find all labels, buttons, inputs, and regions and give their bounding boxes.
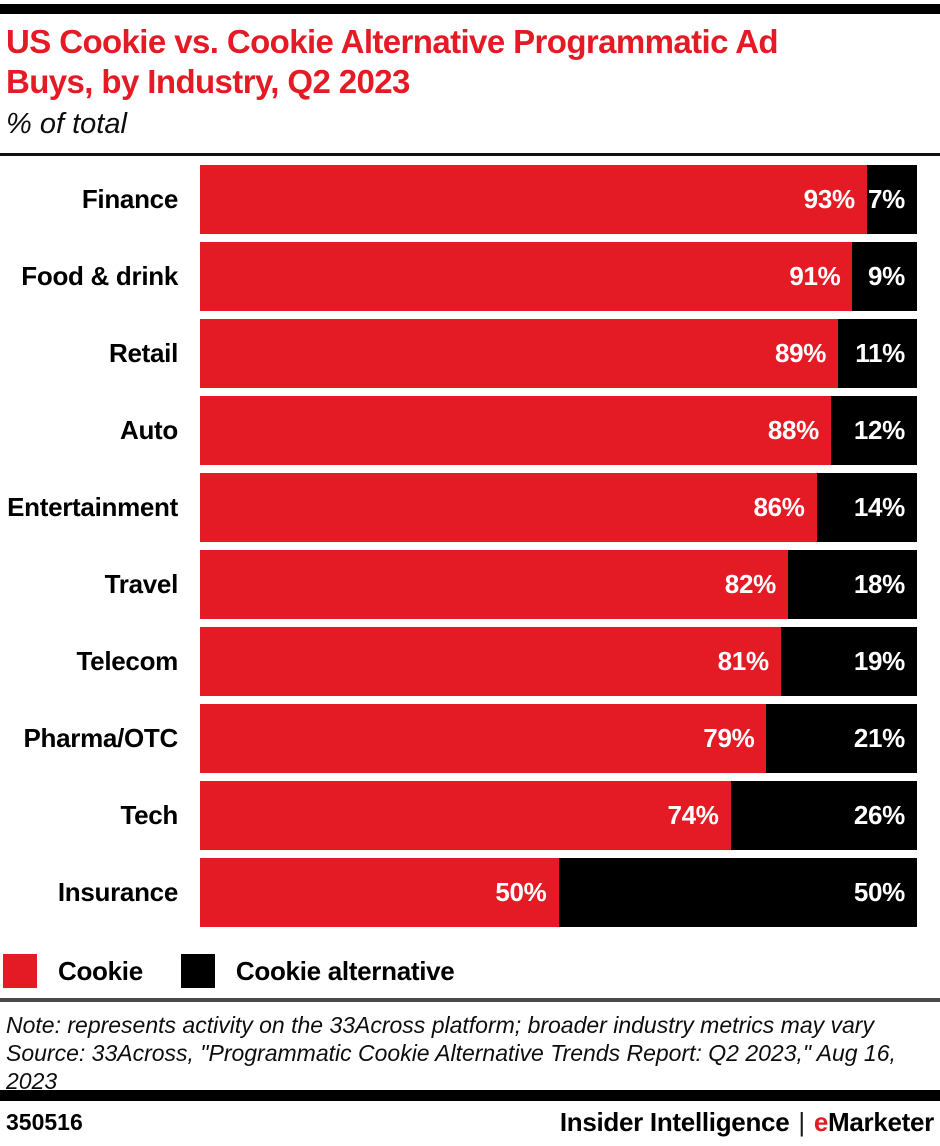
bar-segment-cookie: 79%	[200, 704, 767, 773]
value-label-cookie: 81%	[717, 646, 769, 676]
bar-row: Pharma/OTC 79% 21%	[0, 704, 917, 773]
bar-row: Entertainment 86% 14%	[0, 473, 917, 542]
bar-segment-alternative: 9%	[852, 242, 917, 311]
bar-segment-alternative: 12%	[830, 396, 917, 465]
bar-segment-cookie: 86%	[200, 473, 817, 542]
bar-segment-alternative: 50%	[558, 858, 917, 927]
brand-emarketer-e: e	[813, 1107, 828, 1137]
bar-row: Insurance 50% 50%	[0, 858, 917, 927]
value-label-cookie: 93%	[803, 184, 855, 214]
source-text: Source: 33Across, "Programmatic Cookie A…	[6, 1040, 896, 1094]
category-label: Telecom	[76, 646, 179, 676]
bar-segment-cookie: 89%	[200, 319, 839, 388]
value-label-cookie: 74%	[667, 800, 719, 830]
legend: Cookie Cookie alternative	[0, 954, 940, 988]
value-label-cookie: 82%	[724, 569, 776, 599]
bar-segment-alternative: 18%	[787, 550, 917, 619]
footer: 350516 Insider Intelligence | eMarketer	[0, 1090, 940, 1146]
note-text: Note: represents activity on the 33Acros…	[6, 1012, 874, 1038]
brand-insider-intelligence: Insider Intelligence	[559, 1107, 790, 1137]
value-label-cookie: 79%	[703, 723, 755, 753]
value-label-alternative: 7%	[868, 184, 905, 214]
legend-swatch-alternative	[180, 954, 215, 988]
bar-track: 79% 21%	[200, 704, 917, 773]
value-label-alternative: 14%	[853, 492, 905, 522]
category-label: Entertainment	[7, 492, 178, 522]
bar-segment-alternative: 26%	[730, 781, 917, 850]
chart-title: US Cookie vs. Cookie Alternative Program…	[6, 22, 932, 102]
bar-row: Retail 89% 11%	[0, 319, 917, 388]
bar-segment-alternative: 21%	[766, 704, 917, 773]
chart-title-line-2: Buys, by Industry, Q2 2023	[6, 63, 410, 100]
category-label: Tech	[120, 800, 178, 830]
chart-header: US Cookie vs. Cookie Alternative Program…	[0, 14, 940, 141]
bar-track: 91% 9%	[200, 242, 917, 311]
legend-label-alternative: Cookie alternative	[235, 955, 455, 986]
value-label-alternative: 12%	[853, 415, 905, 445]
bar-segment-alternative: 14%	[816, 473, 917, 542]
bar-track: 88% 12%	[200, 396, 917, 465]
bar-row: Tech 74% 26%	[0, 781, 917, 850]
legend-item-cookie: Cookie	[3, 954, 143, 988]
category-label: Food & drink	[21, 261, 178, 291]
bar-row: Telecom 81% 19%	[0, 627, 917, 696]
bar-segment-cookie: 88%	[200, 396, 831, 465]
category-label: Finance	[81, 184, 178, 214]
notes: Note: represents activity on the 33Acros…	[0, 1002, 940, 1095]
brand-separator: |	[798, 1107, 805, 1137]
bar-track: 93% 7%	[200, 165, 917, 234]
footer-row: 350516 Insider Intelligence | eMarketer	[0, 1101, 940, 1146]
value-label-alternative: 11%	[855, 338, 905, 368]
footer-accent-bar	[0, 1090, 940, 1101]
value-label-cookie: 88%	[767, 415, 819, 445]
bar-segment-cookie: 50%	[200, 858, 559, 927]
bar-segment-cookie: 82%	[200, 550, 788, 619]
category-label: Pharma/OTC	[23, 723, 179, 753]
chart-id: 350516	[6, 1109, 83, 1135]
value-label-alternative: 9%	[868, 261, 905, 291]
brand-emarketer-rest: Marketer	[828, 1107, 934, 1137]
brand-logo: Insider Intelligence | eMarketer	[560, 1107, 934, 1138]
value-label-alternative: 18%	[853, 569, 905, 599]
bar-row: Travel 82% 18%	[0, 550, 917, 619]
value-label-alternative: 19%	[853, 646, 905, 676]
bar-track: 89% 11%	[200, 319, 917, 388]
legend-item-alternative: Cookie alternative	[180, 954, 455, 988]
bar-segment-alternative: 7%	[866, 165, 917, 234]
bar-segment-cookie: 91%	[200, 242, 853, 311]
value-label-cookie: 89%	[774, 338, 827, 368]
legend-swatch-cookie	[3, 954, 37, 988]
bar-segment-alternative: 11%	[838, 319, 917, 388]
category-label: Auto	[120, 415, 178, 445]
header-divider	[0, 153, 940, 156]
value-label-cookie: 50%	[495, 877, 547, 907]
chart-subtitle: % of total	[6, 108, 127, 140]
bar-row: Finance 93% 7%	[0, 165, 917, 234]
value-label-alternative: 21%	[853, 723, 905, 753]
bar-segment-alternative: 19%	[780, 627, 917, 696]
category-label: Retail	[108, 338, 178, 368]
bar-row: Auto 88% 12%	[0, 396, 917, 465]
value-label-alternative: 50%	[853, 877, 905, 907]
chart-rows: Finance 93% 7% Food & drink 91% 9% Retail 89% 11…	[0, 165, 940, 927]
bar-segment-cookie: 93%	[200, 165, 867, 234]
bar-segment-cookie: 74%	[200, 781, 731, 850]
bar-track: 81% 19%	[200, 627, 917, 696]
top-accent-bar	[0, 4, 940, 14]
value-label-cookie: 91%	[789, 261, 841, 291]
bar-track: 74% 26%	[200, 781, 917, 850]
category-label: Travel	[104, 569, 179, 599]
legend-divider	[0, 998, 940, 1002]
value-label-cookie: 86%	[753, 492, 805, 522]
bar-track: 86% 14%	[200, 473, 917, 542]
category-label: Insurance	[57, 877, 178, 907]
value-label-alternative: 26%	[853, 800, 905, 830]
legend-label-cookie: Cookie	[58, 955, 143, 986]
bar-segment-cookie: 81%	[200, 627, 781, 696]
bar-track: 50% 50%	[200, 858, 917, 927]
bar-track: 82% 18%	[200, 550, 917, 619]
bar-row: Food & drink 91% 9%	[0, 242, 917, 311]
chart-title-line-1: US Cookie vs. Cookie Alternative Program…	[6, 23, 779, 60]
